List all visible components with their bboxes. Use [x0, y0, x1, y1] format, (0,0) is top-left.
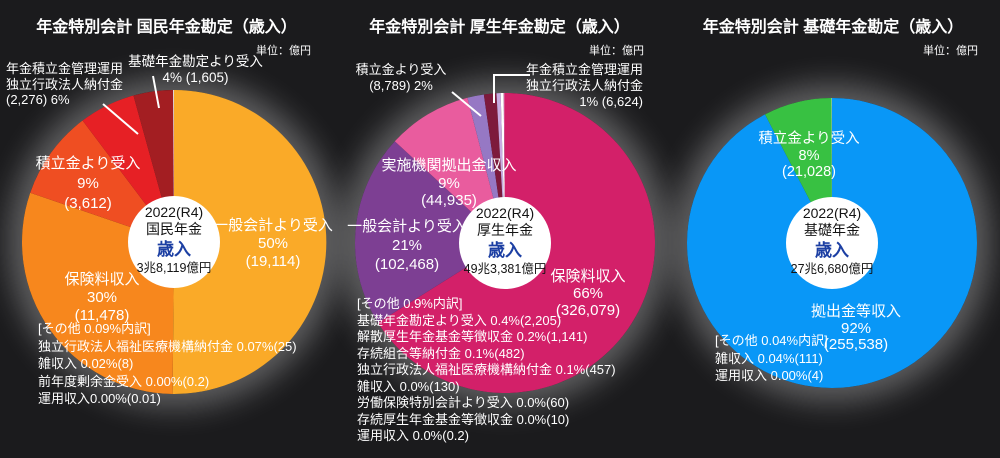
chart-title: 年金特別会計 厚生年金勘定（歳入） — [369, 19, 630, 36]
center-year: 2022(R4) — [144, 204, 204, 220]
slice-label-reserve-receipt: 積立金より受入 (8,789) 2% — [355, 62, 447, 93]
chart-title: 年金特別会計 基礎年金勘定（歳入） — [702, 19, 964, 36]
chart-panel-kosei-nenkin: 年金特別会計 厚生年金勘定（歳入） 単位：億円 2022(R4) 厚生年金 歳入… — [333, 0, 666, 458]
center-total: 3兆8,119億円 — [136, 261, 212, 275]
chart-panel-kiso-nenkin: 年金特別会計 基礎年金勘定（歳入） 単位：億円 2022(R4) 基礎年金 歳入… — [666, 0, 1000, 458]
pie-chart-kiso — [687, 97, 978, 388]
other-breakdown-notes: [その他 0.09%内訳] 独立行政法人福祉医療機構納付金 0.07%(25) … — [38, 321, 297, 406]
slice-label-general-account-receipt: 一般会計より受入 21% (102,468) — [347, 218, 467, 273]
center-year: 2022(R4) — [802, 205, 862, 221]
other-breakdown-notes: [その他 0.9%内訳] 基礎年金勘定より受入 0.4%(2,205) 解散厚生… — [357, 296, 616, 443]
slice-label-reserve-receipt: 積立金より受入 9% (3,612) — [35, 155, 141, 212]
slice-label-premium-income: 保険料収入 66% (326,079) — [550, 268, 626, 319]
center-year: 2022(R4) — [475, 205, 535, 221]
pie-center-label: 2022(R4) 基礎年金 歳入 27兆6,680億円 — [772, 205, 892, 277]
unit-label: 単位：億円 — [256, 45, 311, 57]
other-breakdown-notes: [その他 0.04%内訳] 雑収入 0.04%(111) 運用収入 0.00%(… — [715, 333, 828, 383]
pie-center-label: 2022(R4) 厚生年金 歳入 49兆3,381億円 — [445, 205, 565, 277]
center-flow: 歳入 — [157, 240, 191, 259]
chart-panel-kokumin-nenkin: 年金特別会計 国民年金勘定（歳入） 単位：億円 2022(R4) 国民年金 歳入… — [0, 0, 333, 458]
center-total: 27兆6,680億円 — [790, 262, 874, 276]
pie-chart-kokumin — [21, 75, 327, 394]
slice-label-gpif-payment: 年金積立金管理運用 独立行政法人納付金 1% (6,624) — [525, 62, 643, 109]
slice-label-agency-contribution: 実施機関拠出金収入 9% (44,935) — [381, 157, 517, 209]
center-flow: 歳入 — [488, 241, 522, 260]
unit-label: 単位：億円 — [923, 45, 978, 57]
slice-label-reserve-receipt: 積立金より受入 8% (21,028) — [758, 131, 860, 180]
slice-label-gpif-payment: 年金積立金管理運用 独立行政法人納付金 (2,276) 6% — [6, 61, 124, 107]
pie-chart-kosei — [354, 74, 655, 393]
pie-center-label: 2022(R4) 国民年金 歳入 3兆8,119億円 — [114, 204, 234, 276]
slice-label-general-account-receipt: 一般会計より受入 50% (19,114) — [213, 217, 333, 270]
center-account: 国民年金 — [146, 221, 202, 237]
slice-label-basic-account-receipt: 基礎年金勘定より受入 4% (1,605) — [128, 54, 263, 85]
center-account: 基礎年金 — [804, 222, 860, 238]
center-flow: 歳入 — [815, 241, 849, 260]
unit-label: 単位：億円 — [589, 45, 644, 57]
center-account: 厚生年金 — [477, 222, 533, 238]
center-total: 49兆3,381億円 — [463, 262, 547, 276]
slice-label-premium-income: 保険料収入 30% (11,478) — [64, 271, 140, 324]
slice-label-contribution-income: 拠出金等収入 92% (255,538) — [810, 303, 901, 353]
chart-title: 年金特別会計 国民年金勘定（歳入） — [36, 19, 297, 36]
